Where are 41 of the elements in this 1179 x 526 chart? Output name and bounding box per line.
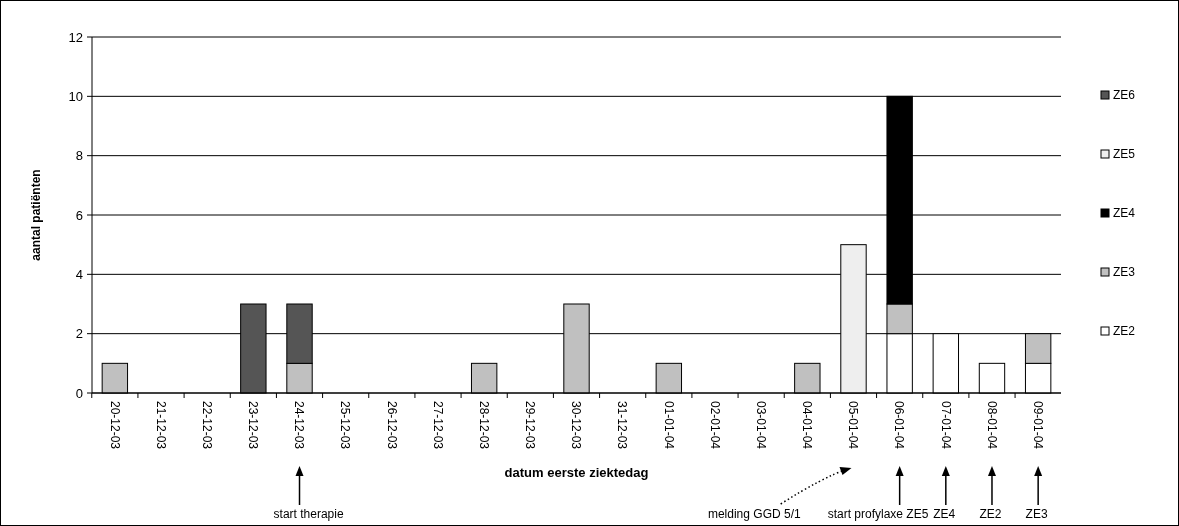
legend-label: ZE5 bbox=[1113, 147, 1136, 162]
legend-label: ZE2 bbox=[1113, 324, 1136, 339]
x-tick-label: 08-01-04 bbox=[984, 401, 999, 450]
text: melding GGD 5/1 bbox=[707, 507, 801, 521]
y-tick-label: 12 bbox=[68, 29, 83, 45]
legend-label: ZE6 bbox=[1113, 88, 1136, 103]
x-tick-label: 25-12-03 bbox=[338, 401, 353, 450]
legend-label: ZE4 bbox=[1113, 206, 1136, 221]
x-tick-label: 02-01-04 bbox=[707, 401, 722, 450]
text: ZE4 bbox=[933, 507, 956, 521]
legend-label: ZE3 bbox=[1113, 265, 1136, 280]
x-tick-label: 01-01-04 bbox=[661, 401, 676, 450]
x-axis-title: datum eerste ziektedag bbox=[504, 465, 649, 480]
y-tick-label: 10 bbox=[68, 88, 83, 104]
x-tick-label: 29-12-03 bbox=[523, 401, 538, 450]
x-tick-label: 23-12-03 bbox=[246, 401, 261, 450]
x-tick-label: 07-01-04 bbox=[938, 401, 953, 450]
x-tick-label: 31-12-03 bbox=[615, 401, 630, 450]
x-tick-label: 24-12-03 bbox=[292, 401, 307, 450]
x-tick-label: 27-12-03 bbox=[430, 401, 445, 450]
y-tick-label: 8 bbox=[75, 148, 83, 164]
x-tick-label: 26-12-03 bbox=[384, 401, 399, 450]
text: start therapie bbox=[273, 507, 344, 521]
x-tick-label: 09-01-04 bbox=[1030, 401, 1045, 450]
text: ZE3 bbox=[1025, 507, 1048, 521]
text: ZE2 bbox=[979, 507, 1002, 521]
y-axis-title: aantal patiënten bbox=[29, 169, 43, 261]
x-tick-label: 03-01-04 bbox=[753, 401, 768, 450]
y-tick-label: 2 bbox=[75, 326, 83, 342]
x-tick-label: 22-12-03 bbox=[199, 401, 214, 450]
x-tick-label: 05-01-04 bbox=[846, 401, 861, 450]
y-tick-label: 4 bbox=[75, 266, 83, 282]
text: start profylaxe ZE5 bbox=[827, 507, 929, 521]
x-tick-label: 20-12-03 bbox=[107, 401, 122, 450]
x-tick-label: 21-12-03 bbox=[153, 401, 168, 450]
x-tick-label: 30-12-03 bbox=[569, 401, 584, 450]
x-tick-label: 04-01-04 bbox=[800, 401, 815, 450]
y-tick-label: 0 bbox=[75, 385, 83, 401]
y-tick-label: 6 bbox=[75, 207, 83, 223]
x-tick-label: 06-01-04 bbox=[892, 401, 907, 450]
x-tick-label: 28-12-03 bbox=[476, 401, 491, 450]
